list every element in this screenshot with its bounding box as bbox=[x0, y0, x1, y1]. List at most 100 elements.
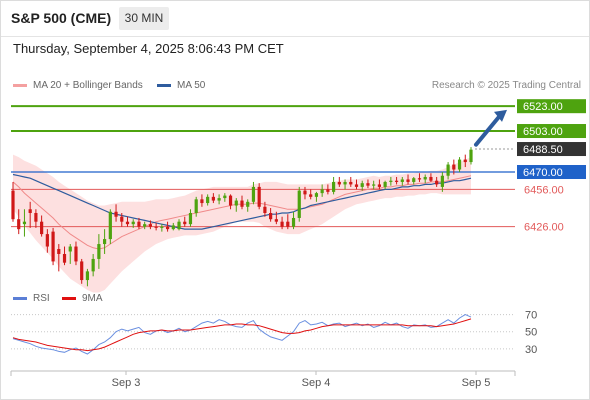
candle-body bbox=[103, 239, 107, 245]
candle-body bbox=[303, 190, 307, 195]
candle bbox=[251, 181, 256, 205]
candle bbox=[303, 186, 307, 200]
candle-body bbox=[51, 231, 55, 262]
candle-body bbox=[40, 221, 44, 235]
candle-body bbox=[269, 212, 273, 220]
candle-body bbox=[440, 175, 444, 187]
candle bbox=[17, 209, 21, 235]
candle bbox=[11, 181, 15, 222]
candle-body bbox=[263, 206, 267, 213]
rsi-line bbox=[12, 314, 472, 355]
candle-body bbox=[280, 221, 284, 227]
candle bbox=[332, 176, 336, 195]
candle bbox=[297, 186, 301, 222]
candle bbox=[188, 209, 193, 227]
candle bbox=[200, 194, 204, 207]
candle-body bbox=[34, 212, 38, 222]
candle bbox=[280, 216, 284, 230]
candle bbox=[389, 176, 393, 186]
candle-body bbox=[137, 221, 141, 227]
ma9-legend-label: 9MA bbox=[82, 293, 103, 304]
rsi-tick-label: 50 bbox=[525, 327, 537, 339]
candle bbox=[171, 222, 175, 231]
candle-body bbox=[91, 258, 95, 272]
candle bbox=[148, 220, 152, 230]
candle-body bbox=[360, 183, 364, 187]
candle bbox=[440, 172, 444, 192]
candle bbox=[452, 159, 456, 175]
candle bbox=[28, 201, 32, 228]
candle-body bbox=[377, 184, 381, 187]
candle-body bbox=[131, 221, 135, 225]
candle bbox=[97, 234, 101, 269]
candle bbox=[406, 174, 410, 185]
level-tag-text: 6488.50 bbox=[523, 144, 563, 156]
candle-body bbox=[188, 212, 193, 225]
ma50-line bbox=[12, 173, 472, 230]
candle bbox=[120, 212, 124, 227]
candle bbox=[326, 184, 330, 195]
x-axis-label: Sep 4 bbox=[302, 377, 331, 389]
chart-datetime: Thursday, September 4, 2025 8:06:43 PM C… bbox=[13, 41, 284, 56]
candle bbox=[257, 183, 261, 210]
candle-body bbox=[366, 183, 370, 186]
candle bbox=[446, 162, 450, 180]
ma20-swatch bbox=[13, 84, 27, 87]
candle bbox=[337, 176, 341, 187]
candle-body bbox=[171, 225, 175, 230]
candle-body bbox=[332, 181, 336, 192]
symbol-title: S&P 500 (CME) bbox=[11, 10, 112, 26]
candle bbox=[108, 209, 112, 245]
candle-body bbox=[320, 189, 324, 194]
price-legend-ma50: MA 50 bbox=[157, 80, 205, 91]
candle bbox=[194, 196, 198, 217]
candle-body bbox=[257, 186, 261, 207]
candle-body bbox=[62, 253, 67, 263]
candle bbox=[223, 193, 227, 202]
ma9-swatch bbox=[62, 297, 76, 300]
x-axis-label: Sep 3 bbox=[112, 377, 141, 389]
candle-body bbox=[314, 193, 319, 197]
candle bbox=[360, 180, 364, 191]
candle bbox=[349, 176, 353, 187]
level-label-6426.00: 6426.00 bbox=[524, 222, 564, 234]
candle-body bbox=[206, 196, 210, 204]
candle-body bbox=[349, 181, 353, 185]
candle-body bbox=[183, 221, 187, 225]
candle-body bbox=[177, 221, 181, 230]
price-legend-ma20: MA 20 + Bollinger Bands bbox=[13, 80, 143, 91]
candle bbox=[34, 209, 38, 228]
candle bbox=[429, 173, 433, 182]
candle bbox=[62, 246, 67, 266]
candle-body bbox=[125, 221, 130, 225]
candle-body bbox=[389, 180, 393, 182]
candle-body bbox=[154, 226, 158, 228]
candle bbox=[435, 176, 439, 187]
rsi-legend-ma9: 9MA bbox=[62, 293, 103, 304]
candle bbox=[423, 174, 427, 184]
candle bbox=[269, 208, 273, 222]
level-tag-text: 6470.00 bbox=[523, 167, 563, 179]
candle bbox=[343, 179, 347, 190]
candle-body bbox=[194, 199, 198, 213]
candle-body bbox=[114, 211, 118, 217]
candle bbox=[417, 173, 422, 182]
candle-body bbox=[68, 246, 72, 252]
rsi-legend-label: RSI bbox=[33, 293, 50, 304]
candle bbox=[457, 157, 462, 173]
candle bbox=[274, 211, 278, 225]
candle bbox=[183, 216, 187, 227]
candle-body bbox=[148, 224, 152, 227]
candle-body bbox=[217, 198, 221, 201]
candle bbox=[51, 227, 55, 266]
candle-body bbox=[120, 216, 124, 222]
ma20-legend-label: MA 20 + Bollinger Bands bbox=[33, 80, 143, 91]
candle-body bbox=[297, 190, 301, 218]
candle bbox=[85, 268, 90, 287]
candle bbox=[125, 216, 130, 227]
candle-body bbox=[343, 181, 347, 185]
timeframe-button[interactable]: 30 MIN bbox=[119, 7, 169, 30]
candle bbox=[217, 194, 221, 205]
candle bbox=[131, 219, 135, 228]
